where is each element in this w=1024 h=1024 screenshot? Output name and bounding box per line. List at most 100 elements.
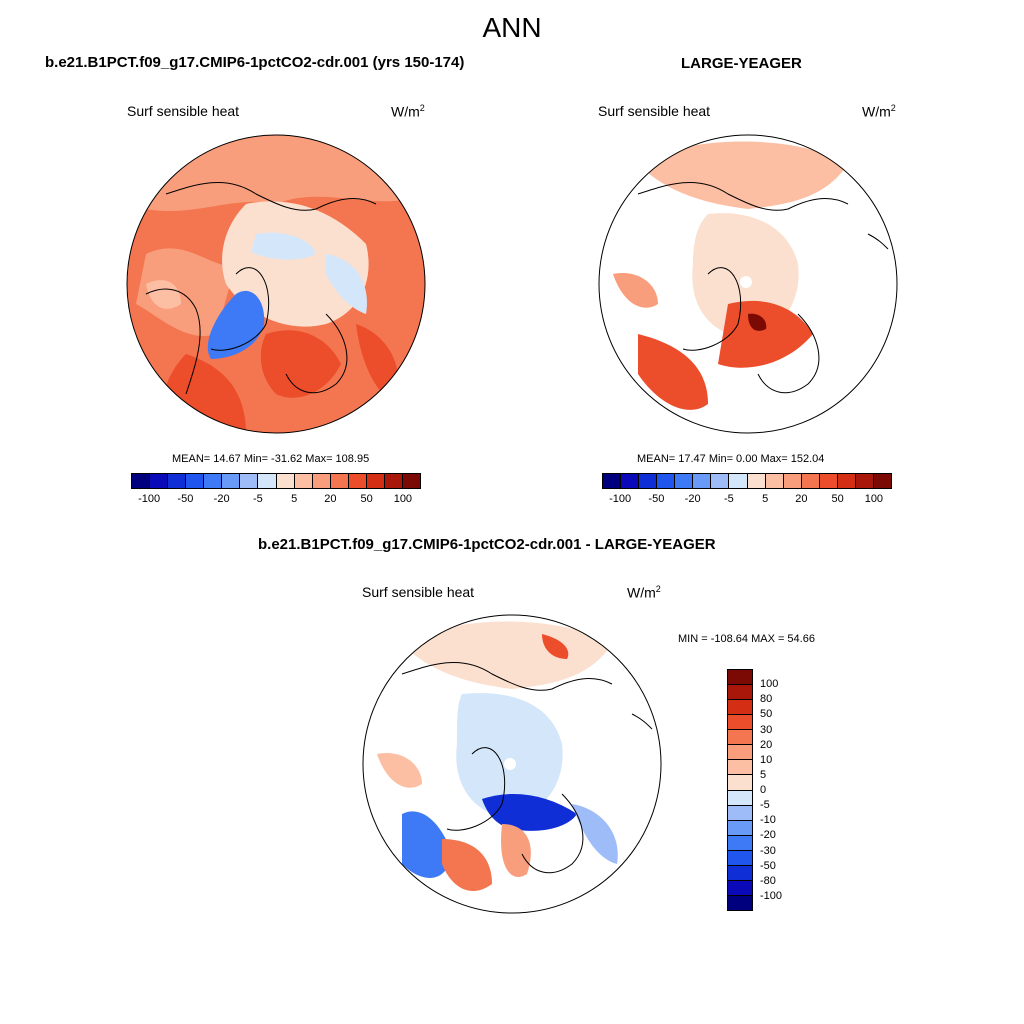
colorbar-swatch	[728, 760, 752, 776]
colorbar-swatch	[728, 670, 752, 686]
colorbar-tick-label: -20	[213, 493, 230, 505]
colorbar-swatch	[168, 474, 187, 488]
colorbar-tick-label: 100	[393, 493, 413, 505]
panel3-colorbar	[727, 669, 753, 911]
colorbar-tick-label: -20	[760, 829, 776, 842]
colorbar-swatch	[783, 474, 802, 488]
colorbar-tick-label: -50	[177, 493, 194, 505]
panel1-colorbar-ticks: -100 -50 -20 -5 5 20 50 100	[131, 493, 421, 507]
panel2-stats: MEAN= 17.47 Min= 0.00 Max= 152.04	[637, 453, 825, 465]
colorbar-tick-label: -5	[252, 493, 263, 505]
colorbar-tick-label: 80	[760, 693, 773, 706]
colorbar-tick-label: 100	[760, 678, 779, 691]
colorbar-swatch	[855, 474, 874, 488]
colorbar-tick-label: -80	[760, 874, 776, 887]
colorbar-swatch	[330, 474, 349, 488]
colorbar-tick-label: 5	[291, 493, 298, 505]
colorbar-tick-label: -30	[760, 844, 776, 857]
colorbar-tick-label: 5	[760, 768, 767, 781]
colorbar-swatch	[222, 474, 241, 488]
colorbar-swatch	[728, 730, 752, 746]
colorbar-swatch	[837, 474, 856, 488]
colorbar-swatch	[728, 700, 752, 716]
colorbar-tick-label: -100	[138, 493, 161, 505]
colorbar-swatch	[728, 745, 752, 761]
colorbar-swatch	[639, 474, 658, 488]
colorbar-tick-label: 0	[760, 784, 767, 796]
panel3-units-label: W/m2	[627, 584, 661, 601]
panel2-colorbar-ticks: -100 -50 -20 -5 5 20 50 100	[602, 493, 892, 507]
colorbar-swatch	[873, 474, 891, 488]
colorbar-swatch	[728, 715, 752, 731]
colorbar-tick-label: -100	[760, 889, 783, 902]
colorbar-swatch	[402, 474, 420, 488]
panel1-colorbar	[131, 473, 421, 489]
panel1-variable-label: Surf sensible heat	[127, 103, 240, 119]
colorbar-tick-label: -20	[684, 493, 701, 505]
panel2-colorbar	[602, 473, 892, 489]
figure-title: ANN	[482, 12, 542, 43]
colorbar-tick-label: 20	[795, 493, 808, 505]
colorbar-tick-label: -5	[723, 493, 734, 505]
colorbar-tick-label: -10	[760, 814, 776, 827]
colorbar-swatch	[186, 474, 205, 488]
panel1-stats: MEAN= 14.67 Min= -31.62 Max= 108.95	[172, 453, 370, 465]
colorbar-swatch	[603, 474, 622, 488]
colorbar-swatch	[204, 474, 223, 488]
panel2-units-label: W/m2	[862, 103, 896, 120]
colorbar-swatch	[657, 474, 676, 488]
panel2-variable-label: Surf sensible heat	[598, 103, 711, 119]
colorbar-tick-label: -50	[760, 859, 776, 872]
colorbar-tick-label: 50	[831, 493, 844, 505]
colorbar-swatch	[711, 474, 730, 488]
colorbar-swatch	[366, 474, 385, 488]
colorbar-swatch	[348, 474, 367, 488]
colorbar-swatch	[150, 474, 169, 488]
panel1-title: b.e21.B1PCT.f09_g17.CMIP6-1pctCO2-cdr.00…	[45, 54, 465, 71]
colorbar-swatch	[384, 474, 403, 488]
colorbar-swatch	[276, 474, 295, 488]
colorbar-swatch	[765, 474, 784, 488]
colorbar-swatch	[728, 820, 752, 836]
colorbar-tick-label: 50	[360, 493, 373, 505]
colorbar-swatch	[728, 880, 752, 896]
panel3-colorbar-ticks: 100 80 50 30 20 10 5 0 -5 -10 -20 -30 -50 -80 -100	[760, 669, 800, 911]
colorbar-tick-label: 30	[760, 723, 773, 736]
panel3-title: b.e21.B1PCT.f09_g17.CMIP6-1pctCO2-cdr.00…	[258, 536, 716, 553]
colorbar-swatch	[728, 685, 752, 701]
colorbar-swatch	[728, 835, 752, 851]
colorbar-swatch	[747, 474, 766, 488]
colorbar-swatch	[294, 474, 313, 488]
panel2-polar-map	[598, 134, 898, 434]
colorbar-tick-label: -5	[760, 799, 770, 812]
panel3-stats: MIN = -108.64 MAX = 54.66	[678, 633, 815, 645]
panel1-polar-map	[126, 134, 426, 434]
colorbar-swatch	[258, 474, 277, 488]
colorbar-swatch	[819, 474, 838, 488]
panel3-polar-map	[362, 614, 662, 914]
colorbar-swatch	[693, 474, 712, 488]
colorbar-swatch	[728, 850, 752, 866]
colorbar-swatch	[728, 775, 752, 791]
colorbar-swatch	[728, 805, 752, 821]
colorbar-swatch	[132, 474, 151, 488]
colorbar-tick-label: 100	[864, 493, 884, 505]
colorbar-tick-label: 5	[762, 493, 769, 505]
panel2-title: LARGE-YEAGER	[681, 55, 802, 72]
colorbar-swatch	[312, 474, 331, 488]
colorbar-swatch	[801, 474, 820, 488]
colorbar-tick-label: -50	[648, 493, 665, 505]
colorbar-swatch	[728, 895, 752, 910]
colorbar-swatch	[240, 474, 259, 488]
colorbar-swatch	[728, 790, 752, 806]
colorbar-tick-label: 20	[760, 738, 773, 751]
colorbar-tick-label: 20	[324, 493, 337, 505]
panel1-units-label: W/m2	[391, 103, 425, 120]
colorbar-tick-label: -100	[609, 493, 632, 505]
colorbar-swatch	[728, 865, 752, 881]
colorbar-swatch	[675, 474, 694, 488]
colorbar-tick-label: 50	[760, 708, 773, 721]
colorbar-tick-label: 10	[760, 753, 773, 766]
panel3-variable-label: Surf sensible heat	[362, 584, 475, 600]
colorbar-swatch	[621, 474, 640, 488]
